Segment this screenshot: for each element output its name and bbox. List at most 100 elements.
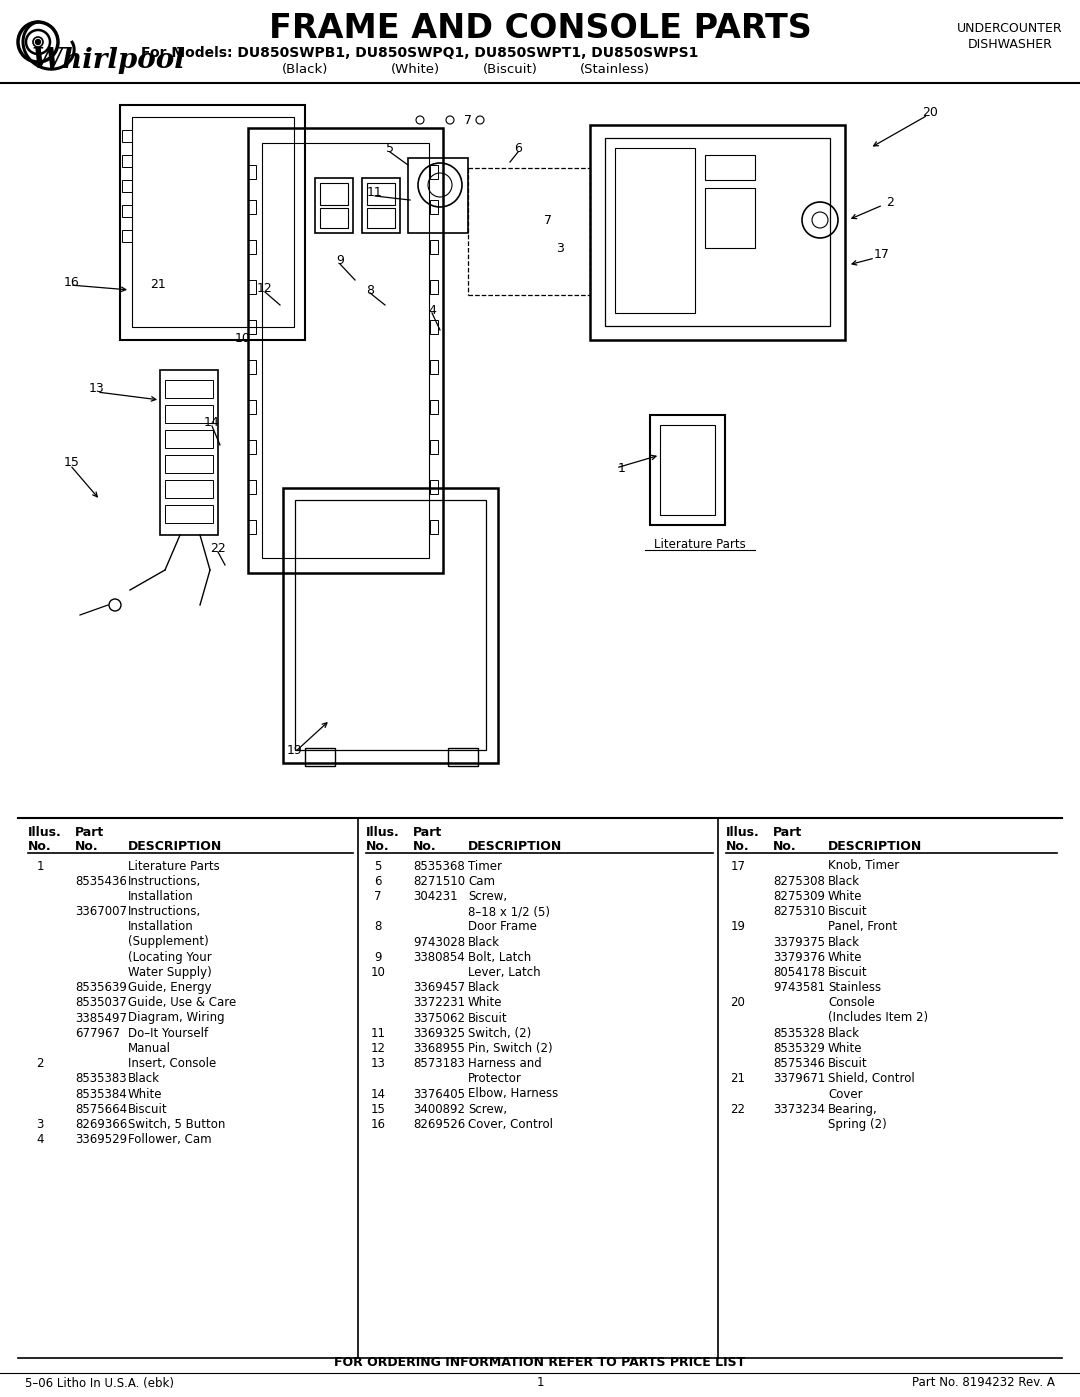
Text: Water Supply): Water Supply) (129, 965, 212, 979)
Text: Biscuit: Biscuit (828, 1058, 867, 1070)
Text: UNDERCOUNTER: UNDERCOUNTER (957, 21, 1063, 35)
Bar (165, 455, 213, 474)
Bar (705, 155, 755, 180)
Text: Door Frame: Door Frame (468, 921, 537, 933)
Text: 8573183: 8573183 (413, 1058, 464, 1070)
Bar (430, 240, 438, 254)
Text: No.: No. (366, 840, 390, 852)
Text: 3400892: 3400892 (413, 1102, 465, 1116)
Text: Part: Part (413, 826, 442, 838)
Text: DESCRIPTION: DESCRIPTION (129, 840, 222, 852)
Bar (430, 360, 438, 374)
Text: 3369457: 3369457 (413, 981, 465, 995)
Bar (165, 504, 213, 522)
Text: 20: 20 (922, 106, 937, 119)
Bar (367, 208, 395, 228)
Text: Cam: Cam (468, 875, 495, 887)
Text: Biscuit: Biscuit (828, 905, 867, 918)
Bar (248, 360, 256, 374)
Text: FRAME AND CONSOLE PARTS: FRAME AND CONSOLE PARTS (269, 11, 811, 45)
Text: 8054178: 8054178 (773, 965, 825, 979)
Text: Pin, Switch (2): Pin, Switch (2) (468, 1042, 553, 1055)
Text: No.: No. (773, 840, 797, 852)
Bar (430, 200, 438, 214)
Text: DESCRIPTION: DESCRIPTION (468, 840, 563, 852)
Text: Do–It Yourself: Do–It Yourself (129, 1027, 208, 1039)
Text: 3: 3 (556, 242, 564, 254)
Text: 3369325: 3369325 (413, 1027, 465, 1039)
Text: 8535329: 8535329 (773, 1042, 825, 1055)
Text: 8535328: 8535328 (773, 1027, 825, 1039)
Text: 8–18 x 1/2 (5): 8–18 x 1/2 (5) (468, 905, 550, 918)
Text: Illus.: Illus. (726, 826, 759, 838)
Text: 3: 3 (37, 1118, 43, 1132)
Bar (430, 320, 438, 334)
Bar (315, 177, 353, 233)
Bar (122, 180, 132, 191)
Bar (430, 481, 438, 495)
Text: 11: 11 (367, 186, 383, 198)
Text: 8535436: 8535436 (75, 875, 126, 887)
Text: (Stainless): (Stainless) (580, 63, 650, 77)
Text: 5–06 Litho In U.S.A. (ebk): 5–06 Litho In U.S.A. (ebk) (25, 1376, 174, 1390)
Text: 17: 17 (874, 249, 890, 261)
Bar (165, 380, 213, 398)
Bar (448, 747, 478, 766)
Text: Manual: Manual (129, 1042, 171, 1055)
Text: Part: Part (773, 826, 802, 838)
Text: 7: 7 (375, 890, 381, 902)
Text: 9: 9 (336, 253, 343, 267)
Bar (165, 481, 213, 497)
Text: 6: 6 (514, 141, 522, 155)
Bar (262, 142, 429, 557)
Text: Bolt, Latch: Bolt, Latch (468, 951, 531, 964)
Bar (160, 370, 218, 535)
Bar (650, 415, 725, 525)
Text: 4: 4 (428, 303, 436, 317)
Text: Black: Black (828, 936, 860, 949)
Text: 8535383: 8535383 (75, 1073, 126, 1085)
Text: 8275310: 8275310 (773, 905, 825, 918)
Text: Protector: Protector (468, 1073, 522, 1085)
Text: Guide, Use & Care: Guide, Use & Care (129, 996, 237, 1009)
Bar (248, 279, 256, 293)
Text: 19: 19 (730, 921, 745, 933)
Text: Knob, Timer: Knob, Timer (828, 859, 900, 873)
Bar (615, 148, 696, 313)
Text: 21: 21 (730, 1073, 745, 1085)
Bar (122, 205, 132, 217)
Text: White: White (828, 890, 863, 902)
Text: No.: No. (726, 840, 750, 852)
Bar (248, 320, 256, 334)
Text: 3372231: 3372231 (413, 996, 465, 1009)
Text: 8: 8 (366, 284, 374, 296)
Text: Instructions,: Instructions, (129, 905, 201, 918)
Text: 3379376: 3379376 (773, 951, 825, 964)
Text: 7: 7 (464, 113, 472, 127)
Text: Cover: Cover (828, 1087, 863, 1101)
Bar (430, 400, 438, 414)
Circle shape (36, 39, 41, 45)
Text: 8575664: 8575664 (75, 1102, 127, 1116)
Text: Biscuit: Biscuit (129, 1102, 167, 1116)
Bar (320, 183, 348, 205)
Text: (Black): (Black) (282, 63, 328, 77)
Bar (362, 177, 400, 233)
Text: 10: 10 (235, 331, 251, 345)
Text: 12: 12 (257, 282, 273, 295)
Bar (132, 117, 294, 327)
Text: 14: 14 (204, 415, 220, 429)
Text: 15: 15 (64, 455, 80, 468)
Bar (430, 279, 438, 293)
Text: 3379671: 3379671 (773, 1073, 825, 1085)
Text: 22: 22 (730, 1102, 745, 1116)
Text: (Supplement): (Supplement) (129, 936, 208, 949)
Bar (122, 231, 132, 242)
Bar (248, 129, 443, 573)
Text: White: White (468, 996, 502, 1009)
Text: Black: Black (828, 875, 860, 887)
Text: DISHWASHER: DISHWASHER (968, 38, 1052, 50)
Text: 3379375: 3379375 (773, 936, 825, 949)
Text: 3385497: 3385497 (75, 1011, 127, 1024)
Text: Part No. 8194232 Rev. A: Part No. 8194232 Rev. A (913, 1376, 1055, 1390)
